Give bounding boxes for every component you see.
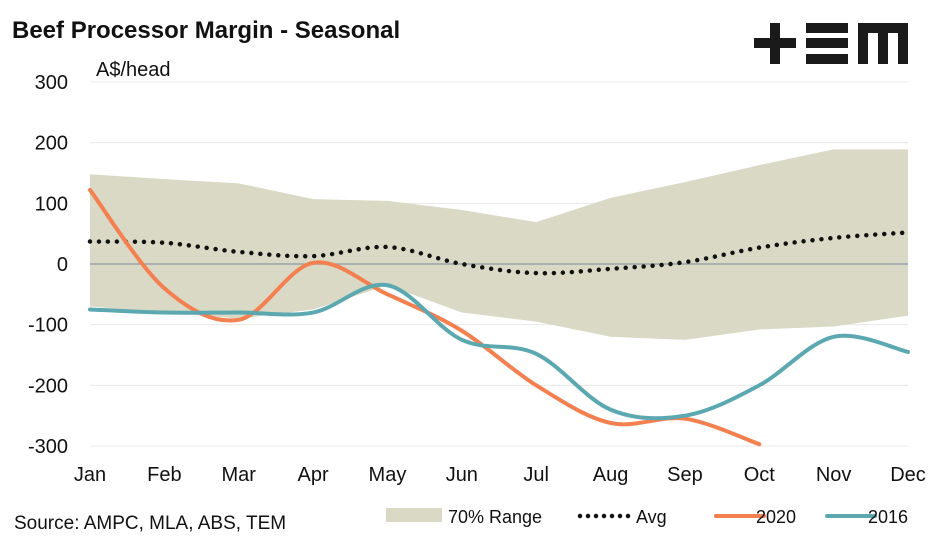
y-ticks: 300 200 100 0 -100 -200 -300 bbox=[28, 72, 68, 458]
legend-label-2016: 2016 bbox=[868, 507, 908, 527]
x-tick-label: Aug bbox=[593, 464, 629, 486]
x-tick-label: Sep bbox=[667, 464, 703, 486]
y-axis-label: A$/head bbox=[96, 59, 171, 81]
range-band-area bbox=[90, 149, 908, 340]
x-tick-label: Apr bbox=[298, 464, 329, 486]
legend-label-avg: Avg bbox=[636, 507, 667, 527]
series-line-avg bbox=[87, 230, 911, 276]
x-tick-label: Jul bbox=[523, 464, 549, 486]
x-ticks: Jan Feb Mar Apr May Jun Jul Aug Sep Oct Nov Dec bbox=[74, 464, 926, 486]
y-tick-label: 0 bbox=[57, 254, 68, 276]
x-tick-label: Jun bbox=[446, 464, 478, 486]
y-tick-label: 200 bbox=[35, 133, 68, 155]
x-tick-label: Feb bbox=[147, 464, 181, 486]
y-tick-label: 100 bbox=[35, 193, 68, 215]
x-tick-label: Mar bbox=[222, 464, 257, 486]
series-lines bbox=[87, 187, 911, 447]
chart-title: Beef Processor Margin - Seasonal bbox=[12, 17, 400, 44]
y-tick-label: -200 bbox=[28, 375, 68, 397]
source-note: Source: AMPC, MLA, ABS, TEM bbox=[14, 513, 286, 534]
legend: 70% Range Avg 2020 2016 bbox=[386, 507, 908, 527]
range-band bbox=[90, 149, 908, 340]
x-tick-label: Dec bbox=[890, 464, 926, 486]
x-tick-label: May bbox=[369, 464, 407, 486]
x-tick-label: Oct bbox=[744, 464, 776, 486]
y-tick-label: -300 bbox=[28, 436, 68, 458]
legend-swatch-range bbox=[386, 508, 442, 522]
x-tick-label: Nov bbox=[816, 464, 852, 486]
series-line-2020 bbox=[88, 187, 762, 447]
y-tick-label: 300 bbox=[35, 72, 68, 94]
legend-label-2020: 2020 bbox=[756, 507, 796, 527]
series-line-2016 bbox=[88, 282, 910, 421]
legend-label-range: 70% Range bbox=[448, 507, 542, 527]
y-tick-label: -100 bbox=[28, 315, 68, 337]
x-tick-label: Jan bbox=[74, 464, 106, 486]
tem-logo bbox=[754, 23, 908, 64]
